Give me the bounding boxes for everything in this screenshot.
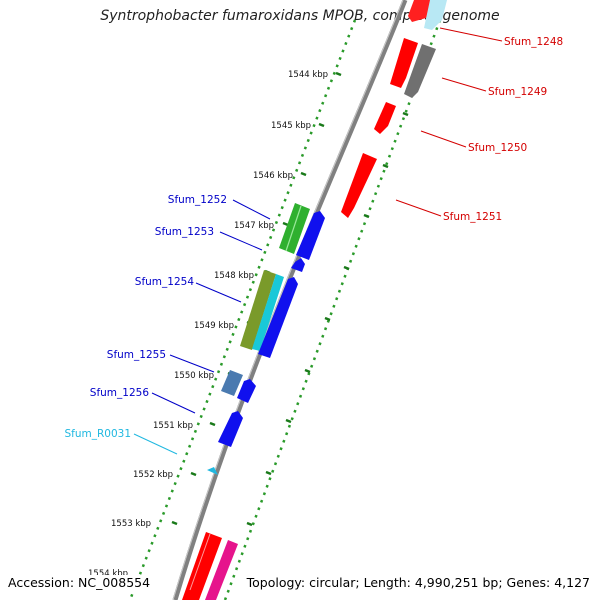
- gene-feature[interactable]: [390, 38, 418, 88]
- gene-feature[interactable]: [258, 277, 298, 358]
- gene-feature[interactable]: [252, 274, 284, 351]
- right-label-leaders: [395, 27, 503, 217]
- tick-label: 1551 kbp: [153, 421, 193, 431]
- left-gene-labels: Sfum_1252 Sfum_1253 Sfum_1254 Sfum_1255 …: [64, 194, 227, 440]
- rna-feature[interactable]: [207, 467, 218, 475]
- gene-label-left[interactable]: Sfum_1254: [135, 276, 195, 288]
- tick-label: 1554 kbp: [88, 569, 128, 579]
- gene-feature[interactable]: [404, 44, 436, 98]
- gene-feature[interactable]: [279, 203, 310, 254]
- gene-label-right[interactable]: Sfum_1249: [488, 86, 547, 98]
- accession-text: Accession: NC_008554: [8, 575, 151, 590]
- gene-feature[interactable]: [408, 0, 431, 22]
- gene-label-left[interactable]: Sfum_1255: [107, 349, 166, 361]
- gene-label-left[interactable]: Sfum_1256: [90, 387, 150, 399]
- gene-feature[interactable]: [341, 153, 377, 218]
- tick-label: 1545 kbp: [271, 121, 311, 131]
- tick-label: 1549 kbp: [194, 321, 234, 331]
- gene-feature[interactable]: [221, 370, 243, 396]
- gene-feature[interactable]: [205, 540, 238, 600]
- tick-labels: 1544 kbp 1545 kbp 1546 kbp 1547 kbp 1548…: [88, 70, 328, 579]
- genome-summary-text: Topology: circular; Length: 4,990,251 bp…: [246, 575, 590, 590]
- tick-label: 1544 kbp: [288, 70, 328, 80]
- gene-feature[interactable]: [240, 270, 276, 350]
- tick-label: 1547 kbp: [234, 221, 274, 231]
- tick-label: 1550 kbp: [174, 371, 214, 381]
- genome-backbone-highlight: [172, 0, 404, 600]
- left-tick-ring: [128, 19, 357, 600]
- gene-label-right[interactable]: Sfum_1251: [443, 211, 502, 223]
- genome-backbone: [172, 0, 408, 600]
- tick-label: 1548 kbp: [214, 271, 254, 281]
- left-label-leaders: [133, 199, 271, 455]
- tick-label: 1552 kbp: [133, 470, 173, 480]
- gene-feature[interactable]: [374, 102, 396, 134]
- gene-feature[interactable]: [218, 411, 243, 447]
- tick-label: 1553 kbp: [111, 519, 151, 529]
- gene-label-right[interactable]: Sfum_1250: [468, 142, 527, 154]
- gene-feature[interactable]: [291, 258, 305, 272]
- gene-label-right[interactable]: Sfum_1248: [504, 36, 563, 48]
- gene-label-left[interactable]: Sfum_R0031: [64, 428, 131, 440]
- right-gene-labels: Sfum_1248 Sfum_1249 Sfum_1250 Sfum_1251: [443, 36, 563, 223]
- gene-label-left[interactable]: Sfum_1253: [155, 226, 214, 238]
- gene-feature[interactable]: [296, 211, 325, 260]
- gene-label-left[interactable]: Sfum_1252: [168, 194, 227, 206]
- gene-feature[interactable]: [424, 0, 447, 30]
- tick-label: 1546 kbp: [253, 171, 293, 181]
- gene-feature[interactable]: [237, 379, 256, 403]
